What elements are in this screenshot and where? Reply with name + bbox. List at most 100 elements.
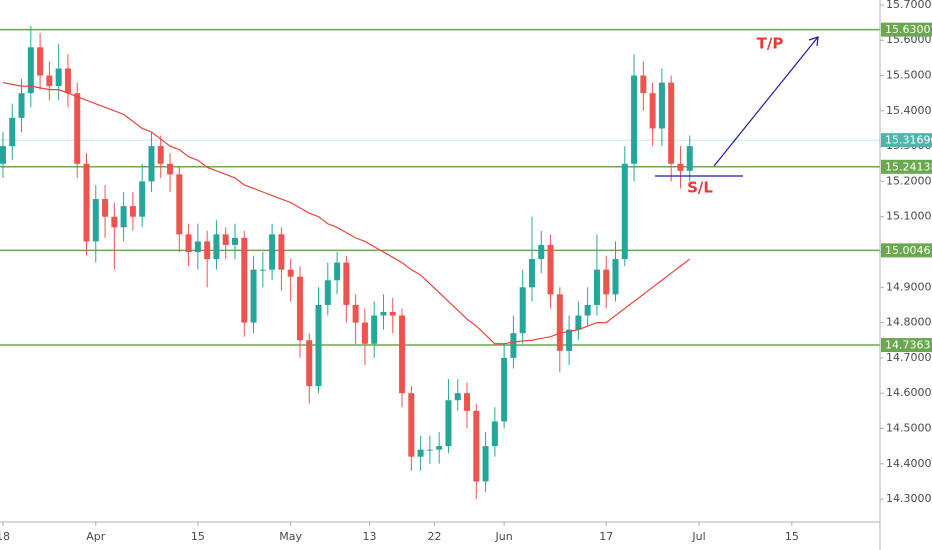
candle-body [259, 269, 266, 271]
candle-body [250, 269, 257, 323]
candle-body [454, 393, 461, 401]
candle-body [315, 304, 322, 387]
candle-body [92, 199, 99, 242]
candle-body [640, 75, 647, 94]
candle-body [102, 199, 109, 217]
candle-body [324, 280, 331, 305]
candle-body [55, 68, 62, 87]
arrow-head [808, 36, 819, 47]
candle-body [649, 93, 656, 129]
candle-body [9, 117, 16, 147]
candle-body [408, 393, 415, 457]
candle-body [241, 237, 248, 323]
candle-body [668, 82, 675, 164]
candle-body [556, 294, 563, 351]
candle-body [519, 287, 526, 334]
x-tick-label: 15 [191, 530, 205, 543]
candle-body [621, 163, 628, 260]
candle-body [296, 276, 303, 341]
x-tick-label: 17 [599, 530, 613, 543]
candle-body [222, 234, 229, 245]
candle-body [269, 234, 276, 270]
level-label: 15.24138 [885, 160, 932, 173]
candle-body [631, 75, 638, 164]
candle-body [473, 410, 480, 482]
y-tick-label: 14.40000 [886, 457, 932, 470]
y-tick-label: 15.10000 [886, 210, 932, 223]
candle-body [501, 357, 508, 422]
stop-loss-label: S/L [687, 179, 713, 197]
candle-body [46, 75, 53, 87]
y-tick-label: 14.90000 [886, 280, 932, 293]
level-label-box [881, 338, 932, 353]
candle-body [445, 400, 452, 447]
candle-body [658, 82, 665, 129]
candle-body [612, 259, 619, 295]
candle-body [231, 237, 238, 245]
candle-body [167, 163, 174, 175]
x-tick-label: 15 [785, 530, 799, 543]
candle-body [83, 163, 90, 242]
y-tick-label: 14.50000 [886, 421, 932, 434]
y-tick-label: 14.70000 [886, 351, 932, 364]
y-tick-label: 14.60000 [886, 386, 932, 399]
candle-body [528, 259, 535, 288]
moving-average [2, 81, 691, 345]
level-label-box [881, 243, 932, 258]
x-tick-label: 18 [0, 530, 10, 543]
candle-body [120, 206, 127, 228]
x-tick-label: May [279, 530, 302, 543]
candle-body [510, 333, 517, 358]
candle-body [213, 234, 220, 260]
x-tick-label: 13 [363, 530, 377, 543]
candle-body [306, 340, 313, 387]
candle-body [278, 234, 285, 270]
candle-body [74, 93, 81, 164]
take-profit-label: T/P [757, 35, 784, 53]
candle-body [343, 262, 350, 305]
candle-body [389, 312, 396, 316]
candle-body [677, 163, 684, 171]
candle-body [361, 322, 368, 344]
x-tick-label: Jul [691, 530, 705, 543]
y-tick-label: 14.30000 [886, 492, 932, 505]
candle-body [185, 234, 192, 252]
candle-body [380, 312, 387, 316]
candle-body [371, 315, 378, 344]
candle-body [538, 244, 545, 260]
y-tick-label: 15.70000 [886, 0, 932, 11]
candle-body [575, 315, 582, 330]
candle-body [64, 68, 71, 94]
candle-body [426, 449, 433, 451]
y-tick-label: 15.20000 [886, 174, 932, 187]
candle-body [287, 269, 294, 277]
candle-body [547, 244, 554, 295]
candle-body [111, 216, 118, 228]
candles [0, 26, 693, 500]
y-tick-label: 15.40000 [886, 104, 932, 117]
candle-body [148, 146, 155, 182]
candle-body [157, 146, 164, 164]
candle-body [176, 174, 183, 235]
x-tick-label: Apr [86, 530, 106, 543]
candle-body [491, 421, 498, 447]
candle-body [399, 315, 406, 394]
candle-body [436, 446, 443, 450]
candle-body [194, 241, 201, 252]
levels [0, 28, 880, 346]
candle-body [139, 181, 146, 217]
last-price-label: 15.31696 [885, 134, 932, 147]
y-tick-label: 15.50000 [886, 69, 932, 82]
candle-body [129, 206, 136, 217]
candle-body [593, 269, 600, 305]
candle-body [603, 269, 610, 295]
candle-body [417, 449, 424, 457]
candle-body [18, 93, 25, 118]
level-label: 14.73637 [885, 339, 932, 352]
